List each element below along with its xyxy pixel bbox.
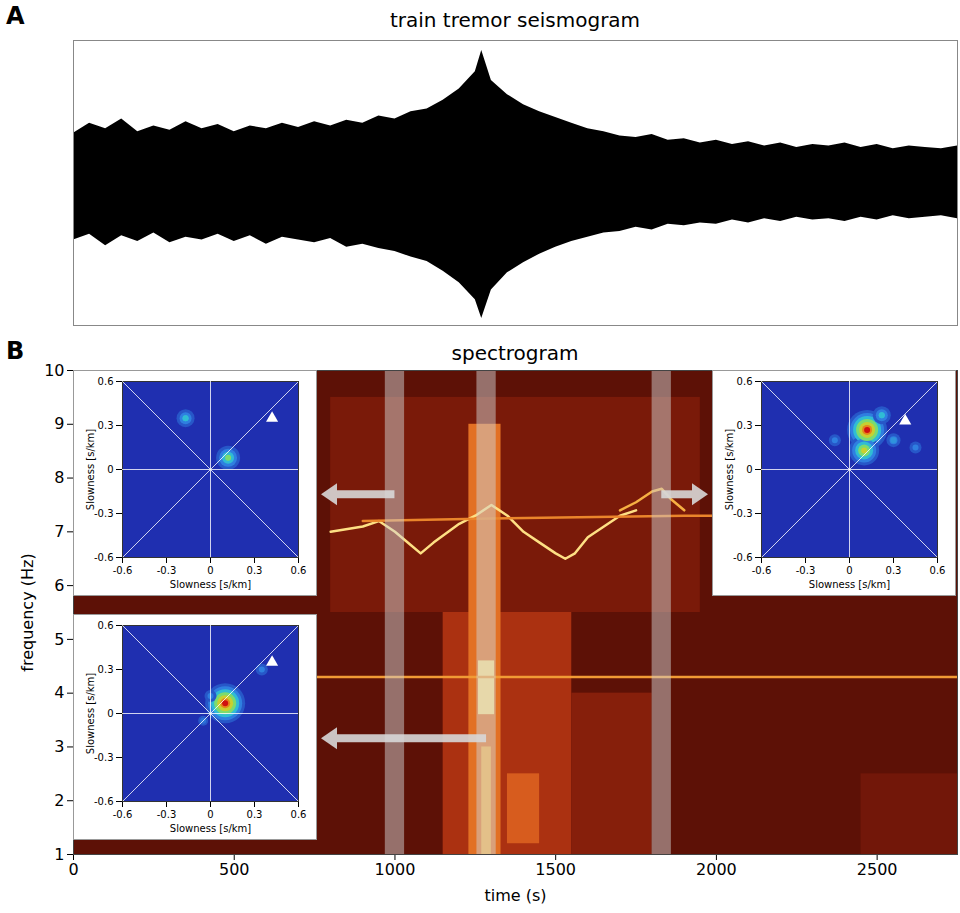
svg-text:Slowness [s/km]: Slowness [s/km] xyxy=(170,823,252,834)
svg-text:Slowness [s/km]: Slowness [s/km] xyxy=(170,579,252,590)
svg-text:8: 8 xyxy=(54,468,64,487)
svg-text:-0.6: -0.6 xyxy=(113,565,133,576)
svg-text:0.6: 0.6 xyxy=(291,809,307,820)
svg-text:0: 0 xyxy=(846,565,852,576)
svg-text:0: 0 xyxy=(107,464,113,475)
svg-text:-0.6: -0.6 xyxy=(113,809,133,820)
svg-text:6: 6 xyxy=(54,576,64,595)
svg-text:0.3: 0.3 xyxy=(247,809,263,820)
svg-text:7: 7 xyxy=(54,522,64,541)
html-text:train tremor seismogram: train tremor seismogram xyxy=(389,8,641,32)
svg-text:-0.6: -0.6 xyxy=(94,796,114,807)
svg-text:0: 0 xyxy=(207,565,213,576)
svg-text:0.6: 0.6 xyxy=(98,376,114,387)
svg-text:0.6: 0.6 xyxy=(98,620,114,631)
svg-text:frequency (Hz): frequency (Hz) xyxy=(18,553,37,671)
svg-text:4: 4 xyxy=(54,683,64,702)
svg-text:5: 5 xyxy=(54,630,64,649)
svg-text:2500: 2500 xyxy=(857,860,898,879)
html-text:spectrogram: spectrogram xyxy=(451,341,579,365)
svg-text:2: 2 xyxy=(54,791,64,810)
html-text:B: B xyxy=(6,337,25,365)
svg-text:-0.6: -0.6 xyxy=(94,552,114,563)
svg-text:0: 0 xyxy=(207,809,213,820)
svg-text:1: 1 xyxy=(54,845,64,864)
svg-text:0.3: 0.3 xyxy=(98,664,114,675)
svg-text:0: 0 xyxy=(107,708,113,719)
svg-text:-0.3: -0.3 xyxy=(94,752,114,763)
svg-text:-0.6: -0.6 xyxy=(733,552,753,563)
svg-text:0.6: 0.6 xyxy=(737,376,753,387)
svg-text:Slowness [s/km]: Slowness [s/km] xyxy=(809,579,891,590)
svg-text:0.3: 0.3 xyxy=(886,565,902,576)
svg-text:1000: 1000 xyxy=(375,860,416,879)
svg-text:0.3: 0.3 xyxy=(247,565,263,576)
html-text:A: A xyxy=(6,2,25,30)
svg-text:time (s): time (s) xyxy=(484,886,546,905)
svg-text:0: 0 xyxy=(68,860,78,879)
svg-text:1500: 1500 xyxy=(535,860,576,879)
svg-text:Slowness [s/km]: Slowness [s/km] xyxy=(85,673,96,755)
svg-text:0.6: 0.6 xyxy=(930,565,946,576)
svg-text:9: 9 xyxy=(54,414,64,433)
svg-text:Slowness [s/km]: Slowness [s/km] xyxy=(85,429,96,511)
svg-text:500: 500 xyxy=(219,860,250,879)
svg-text:-0.3: -0.3 xyxy=(157,809,177,820)
svg-text:0.3: 0.3 xyxy=(737,420,753,431)
svg-text:-0.3: -0.3 xyxy=(796,565,816,576)
svg-text:0.6: 0.6 xyxy=(291,565,307,576)
svg-text:-0.3: -0.3 xyxy=(733,508,753,519)
svg-text:3: 3 xyxy=(54,737,64,756)
svg-text:0.3: 0.3 xyxy=(98,420,114,431)
svg-text:-0.6: -0.6 xyxy=(752,565,772,576)
svg-text:0: 0 xyxy=(746,464,752,475)
svg-text:Slowness [s/km]: Slowness [s/km] xyxy=(724,429,735,511)
svg-text:-0.3: -0.3 xyxy=(157,565,177,576)
svg-text:10: 10 xyxy=(44,361,64,380)
svg-text:2000: 2000 xyxy=(696,860,737,879)
svg-text:-0.3: -0.3 xyxy=(94,508,114,519)
